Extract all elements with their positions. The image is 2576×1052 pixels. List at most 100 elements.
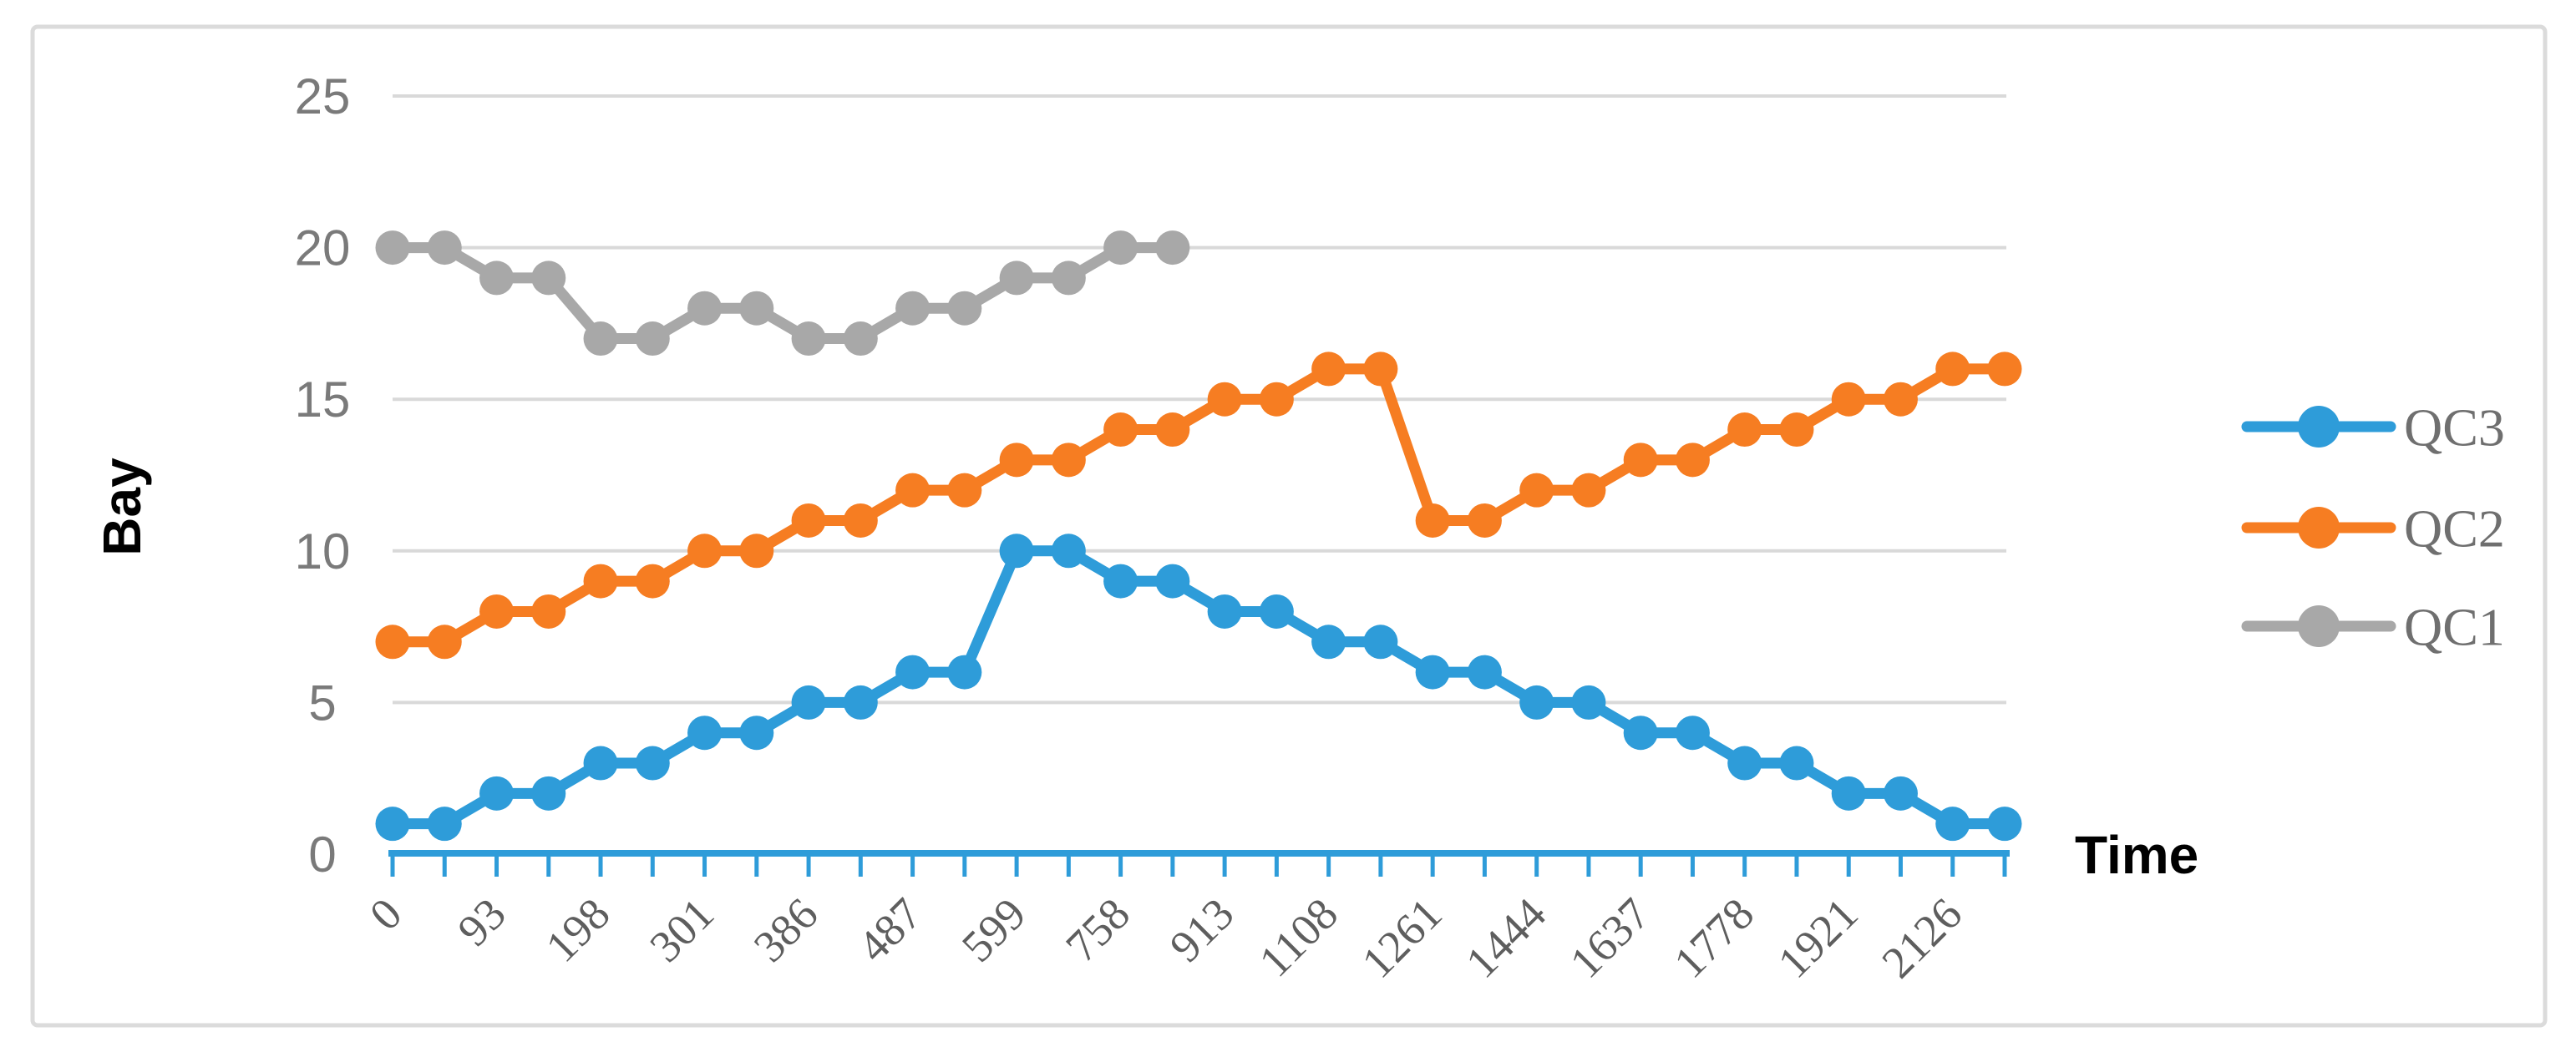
data-point-qc1: [531, 260, 566, 296]
data-point-qc2: [791, 503, 826, 538]
data-point-qc3: [427, 807, 462, 842]
data-point-qc3: [895, 655, 931, 690]
data-point-qc1: [635, 321, 670, 357]
data-point-qc3: [1675, 716, 1710, 751]
x-axis-ticks: [390, 857, 2007, 877]
legend-label: QC3: [2404, 397, 2505, 457]
series-qc1: [375, 230, 1190, 357]
series-qc3: [375, 534, 2022, 842]
data-point-qc3: [375, 807, 410, 842]
data-point-qc3: [739, 716, 774, 751]
legend-marker-dot: [2298, 406, 2340, 448]
legend-label: QC2: [2404, 498, 2505, 558]
data-point-qc2: [583, 564, 618, 599]
legend-marker-dot: [2298, 507, 2340, 549]
data-point-qc3: [1987, 807, 2022, 842]
legend-item-qc1: QC1: [2241, 597, 2505, 656]
data-point-qc2: [1259, 382, 1294, 417]
data-point-qc2: [1623, 443, 1658, 478]
data-point-qc3: [479, 776, 515, 811]
data-point-qc2: [1155, 412, 1190, 448]
data-point-qc3: [1051, 534, 1086, 569]
data-point-qc3: [1155, 564, 1190, 599]
data-point-qc2: [1571, 473, 1606, 508]
data-point-qc2: [947, 473, 982, 508]
data-point-qc3: [1363, 625, 1398, 660]
data-point-qc1: [843, 321, 878, 357]
data-point-qc2: [1883, 382, 1918, 417]
y-tick-label: 0: [308, 827, 336, 883]
data-point-qc2: [1727, 412, 1762, 448]
series-line-qc1: [387, 242, 1179, 345]
data-point-qc3: [791, 685, 826, 720]
data-point-qc3: [687, 716, 723, 751]
chart-frame: [30, 24, 2548, 1028]
data-point-qc2: [895, 473, 931, 508]
legend-label: QC1: [2404, 597, 2505, 656]
data-point-qc2: [1103, 412, 1138, 448]
data-point-qc2: [1051, 443, 1086, 478]
y-tick-label: 25: [295, 68, 351, 124]
data-point-qc2: [479, 594, 515, 629]
data-point-qc1: [895, 291, 931, 326]
data-point-qc2: [375, 625, 410, 660]
data-point-qc1: [1051, 260, 1086, 296]
data-point-qc3: [1415, 655, 1450, 690]
y-axis-labels: 0 5 10 15 20 25: [295, 68, 351, 883]
data-point-qc3: [1519, 685, 1554, 720]
data-point-qc3: [1831, 776, 1866, 811]
data-point-qc3: [947, 655, 982, 690]
data-point-qc3: [583, 746, 618, 781]
data-point-qc1: [999, 260, 1034, 296]
data-point-qc1: [479, 260, 515, 296]
data-point-qc2: [687, 534, 723, 569]
data-point-qc3: [843, 685, 878, 720]
data-point-qc2: [1675, 443, 1710, 478]
y-axis-title: Bay: [92, 458, 152, 556]
data-point-qc2: [1311, 352, 1346, 387]
data-point-qc2: [1987, 352, 2022, 387]
legend-item-qc3: QC3: [2241, 397, 2505, 457]
data-point-qc2: [843, 503, 878, 538]
data-point-qc1: [1155, 230, 1190, 266]
legend-item-qc2: QC2: [2241, 498, 2505, 558]
data-point-qc1: [791, 321, 826, 357]
data-point-qc3: [531, 776, 566, 811]
data-point-qc2: [1519, 473, 1554, 508]
data-point-qc3: [1623, 716, 1658, 751]
data-point-qc3: [999, 534, 1034, 569]
legend-marker-dot: [2298, 605, 2340, 647]
data-point-qc3: [1467, 655, 1502, 690]
y-tick-label: 20: [295, 220, 351, 276]
series-qc2: [375, 352, 2022, 660]
data-point-qc2: [739, 534, 774, 569]
data-point-qc1: [687, 291, 723, 326]
data-point-qc3: [1207, 594, 1242, 629]
data-point-qc2: [635, 564, 670, 599]
data-point-qc3: [635, 746, 670, 781]
data-point-qc1: [375, 230, 410, 266]
data-point-qc3: [1259, 594, 1294, 629]
data-point-qc3: [1883, 776, 1918, 811]
data-point-qc2: [1415, 503, 1450, 538]
data-point-qc3: [1311, 625, 1346, 660]
y-tick-label: 10: [295, 523, 351, 579]
data-point-qc3: [1103, 564, 1138, 599]
data-point-qc3: [1935, 807, 1970, 842]
data-point-qc2: [531, 594, 566, 629]
data-point-qc3: [1571, 685, 1606, 720]
y-tick-label: 15: [295, 372, 351, 427]
data-point-qc1: [947, 291, 982, 326]
gridlines: [393, 94, 2006, 705]
data-point-qc2: [999, 443, 1034, 478]
data-point-qc1: [1103, 230, 1138, 266]
data-point-qc2: [1935, 352, 1970, 387]
data-point-qc2: [1779, 412, 1814, 448]
data-point-qc2: [427, 625, 462, 660]
data-point-qc2: [1207, 382, 1242, 417]
y-tick-label: 5: [308, 675, 336, 731]
data-point-qc3: [1727, 746, 1762, 781]
x-axis-title: Time: [2075, 825, 2198, 885]
